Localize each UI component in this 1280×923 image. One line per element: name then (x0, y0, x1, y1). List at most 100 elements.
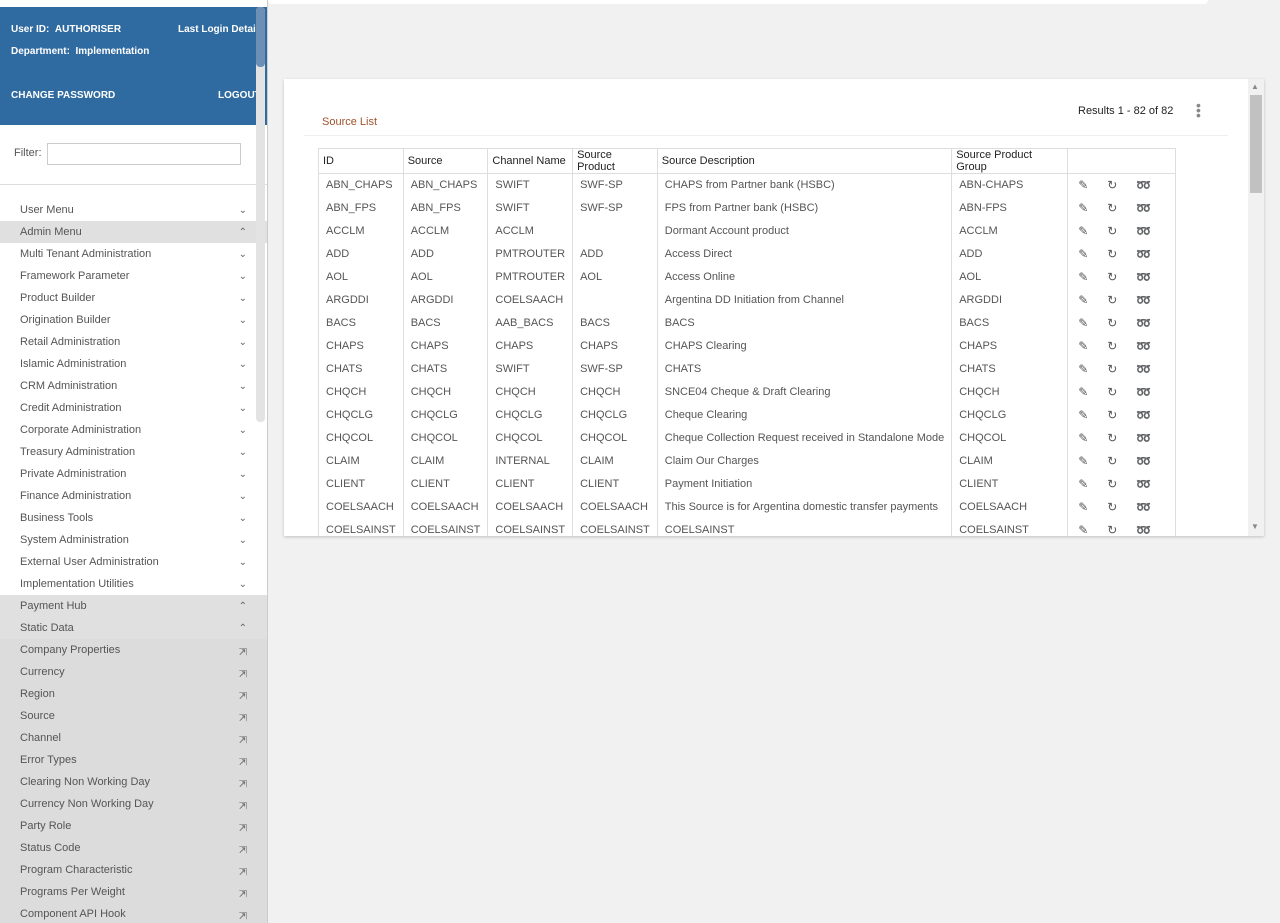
edit-icon[interactable]: ✎ (1078, 454, 1089, 468)
sidebar-item[interactable]: Component API Hook ⇲ (0, 903, 267, 923)
view-icon[interactable]: ➿ (1136, 316, 1152, 330)
sidebar-item[interactable]: Retail Administration ⌄ (0, 331, 267, 353)
reset-icon[interactable]: ↻ (1107, 247, 1118, 261)
edit-icon[interactable]: ✎ (1078, 500, 1089, 514)
sidebar-item[interactable]: Company Properties ⇲ (0, 639, 267, 661)
edit-icon[interactable]: ✎ (1078, 270, 1089, 284)
chevron-down-icon[interactable]: ⌄ (238, 534, 247, 546)
sidebar-item[interactable]: Treasury Administration ⌄ (0, 441, 267, 463)
column-header[interactable]: Source Product Group (951, 148, 1069, 174)
sidebar-item[interactable]: Clearing Non Working Day ⇲ (0, 771, 267, 793)
chevron-up-icon[interactable]: ⌃ (238, 226, 247, 238)
sidebar-item[interactable]: Finance Administration ⌄ (0, 485, 267, 507)
edit-icon[interactable]: ✎ (1078, 523, 1089, 536)
view-icon[interactable]: ➿ (1136, 247, 1152, 261)
chevron-down-icon[interactable]: ⌄ (238, 578, 247, 590)
edit-icon[interactable]: ✎ (1078, 224, 1089, 238)
view-icon[interactable]: ➿ (1136, 500, 1152, 514)
chevron-down-icon[interactable]: ⌄ (238, 204, 247, 216)
reset-icon[interactable]: ↻ (1107, 500, 1118, 514)
last-login-link[interactable]: Last Login Details (178, 24, 265, 35)
reset-icon[interactable]: ↻ (1107, 385, 1118, 399)
reset-icon[interactable]: ↻ (1107, 339, 1118, 353)
reset-icon[interactable]: ↻ (1107, 362, 1118, 376)
sidebar-item[interactable]: Program Characteristic ⇲ (0, 859, 267, 881)
sidebar-item[interactable]: Status Code ⇲ (0, 837, 267, 859)
sidebar-item[interactable]: Channel ⇲ (0, 727, 267, 749)
sidebar-item[interactable]: Region ⇲ (0, 683, 267, 705)
sidebar-item[interactable]: User Menu ⌄ (0, 199, 267, 221)
table-row[interactable]: CLAIM CLAIM INTERNAL CLAIM Claim Our Charges… (318, 449, 1177, 473)
reset-icon[interactable]: ↻ (1107, 523, 1118, 536)
sidebar-item[interactable]: Islamic Administration ⌄ (0, 353, 267, 375)
table-row[interactable]: CHQCOL CHQCOL CHQCOL CHQCOL Cheque Collectio… (318, 426, 1177, 450)
chevron-down-icon[interactable]: ⌄ (238, 380, 247, 392)
view-icon[interactable]: ➿ (1136, 408, 1152, 422)
sidebar-item[interactable]: Payment Hub ⌃ (0, 595, 267, 617)
view-icon[interactable]: ➿ (1136, 224, 1152, 238)
view-icon[interactable]: ➿ (1136, 178, 1152, 193)
edit-icon[interactable]: ✎ (1078, 385, 1089, 399)
edit-icon[interactable]: ✎ (1078, 362, 1089, 376)
view-icon[interactable]: ➿ (1136, 431, 1152, 445)
sidebar-item[interactable]: Programs Per Weight ⇲ (0, 881, 267, 903)
sidebar-scrollbar[interactable] (256, 7, 265, 422)
edit-icon[interactable]: ✎ (1078, 247, 1089, 261)
sidebar-item[interactable]: Admin Menu ⌃ (0, 221, 267, 243)
reset-icon[interactable]: ↻ (1107, 270, 1118, 284)
reset-icon[interactable]: ↻ (1107, 454, 1118, 468)
sidebar-item[interactable]: Implementation Utilities ⌄ (0, 573, 267, 595)
chevron-down-icon[interactable]: ⌄ (238, 358, 247, 370)
sidebar-item[interactable]: Business Tools ⌄ (0, 507, 267, 529)
table-row[interactable]: CLIENT CLIENT CLIENT CLIENT Payment Initiati… (318, 472, 1177, 496)
reset-icon[interactable]: ↻ (1107, 477, 1118, 491)
view-icon[interactable]: ➿ (1136, 477, 1152, 491)
table-row[interactable]: CHATS CHATS SWIFT SWF-SP CHATS CHATS ✎ ↻ ➿ (318, 357, 1177, 381)
open-link-icon[interactable]: ⇲ (238, 644, 247, 656)
sidebar-item[interactable]: Error Types ⇲ (0, 749, 267, 771)
sidebar-item[interactable]: Multi Tenant Administration ⌄ (0, 243, 267, 265)
view-icon[interactable]: ➿ (1136, 454, 1152, 468)
sidebar-item[interactable]: Party Role ⇲ (0, 815, 267, 837)
sidebar-item[interactable]: Credit Administration ⌄ (0, 397, 267, 419)
chevron-down-icon[interactable]: ⌄ (238, 292, 247, 304)
open-link-icon[interactable]: ⇲ (238, 820, 247, 832)
reset-icon[interactable]: ↻ (1107, 316, 1118, 330)
sidebar-item[interactable]: System Administration ⌄ (0, 529, 267, 551)
reset-icon[interactable]: ↻ (1107, 201, 1118, 215)
sidebar-scroll-thumb[interactable] (256, 7, 265, 67)
chevron-down-icon[interactable]: ⌄ (238, 270, 247, 282)
view-icon[interactable]: ➿ (1136, 270, 1152, 284)
sidebar-item[interactable]: Static Data ⌃ (0, 617, 267, 639)
logout-link[interactable]: LOGOUT (218, 90, 261, 101)
edit-icon[interactable]: ✎ (1078, 339, 1089, 353)
chevron-down-icon[interactable]: ⌄ (238, 512, 247, 524)
open-link-icon[interactable]: ⇲ (238, 666, 247, 678)
chevron-down-icon[interactable]: ⌄ (238, 446, 247, 458)
more-options-icon[interactable]: • • • (1196, 97, 1201, 123)
sidebar-item[interactable]: CRM Administration ⌄ (0, 375, 267, 397)
column-header[interactable]: Source Description (656, 148, 953, 174)
chevron-up-icon[interactable]: ⌃ (238, 622, 247, 634)
sidebar-item[interactable]: Currency ⇲ (0, 661, 267, 683)
view-icon[interactable]: ➿ (1136, 339, 1152, 353)
view-icon[interactable]: ➿ (1136, 523, 1152, 536)
open-link-icon[interactable]: ⇲ (238, 688, 247, 700)
open-link-icon[interactable]: ⇲ (238, 710, 247, 722)
sidebar-item[interactable]: Corporate Administration ⌄ (0, 419, 267, 441)
edit-icon[interactable]: ✎ (1078, 316, 1089, 330)
table-row[interactable]: AOL AOL PMTROUTER AOL Access Online AOL ✎ ↻ ➿ (318, 265, 1177, 289)
view-icon[interactable]: ➿ (1136, 201, 1152, 215)
edit-icon[interactable]: ✎ (1078, 293, 1089, 307)
reset-icon[interactable]: ↻ (1107, 224, 1118, 238)
edit-icon[interactable]: ✎ (1078, 178, 1089, 193)
open-link-icon[interactable]: ⇲ (238, 754, 247, 766)
open-link-icon[interactable]: ⇲ (238, 908, 247, 920)
table-row[interactable]: COELSAINST COELSAINST COELSAINST COELSAINST… (318, 518, 1177, 536)
chevron-down-icon[interactable]: ⌄ (238, 314, 247, 326)
sidebar-item[interactable]: Currency Non Working Day ⇲ (0, 793, 267, 815)
edit-icon[interactable]: ✎ (1078, 201, 1089, 215)
table-row[interactable]: CHQCLG CHQCLG CHQCLG CHQCLG Cheque Clearing C… (318, 403, 1177, 427)
reset-icon[interactable]: ↻ (1107, 293, 1118, 307)
reset-icon[interactable]: ↻ (1107, 178, 1118, 193)
